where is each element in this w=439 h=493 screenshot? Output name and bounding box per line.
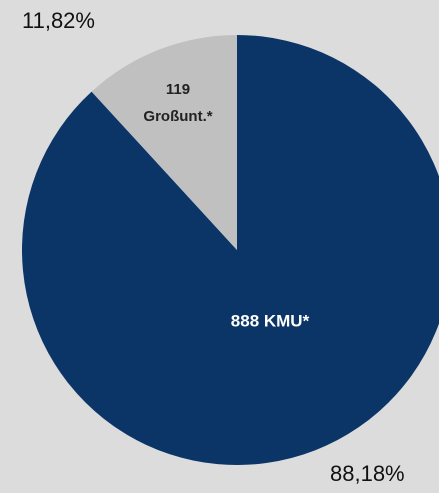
- percent-label: 88,18%: [330, 461, 405, 486]
- pie-slice: [91, 35, 237, 250]
- slice-label: 888 KMU*: [231, 311, 310, 330]
- slice-label: 119: [166, 81, 190, 98]
- slice-label: Großunt.*: [143, 108, 212, 125]
- pie-slice: [22, 35, 439, 465]
- percent-label: 11,82%: [22, 8, 95, 33]
